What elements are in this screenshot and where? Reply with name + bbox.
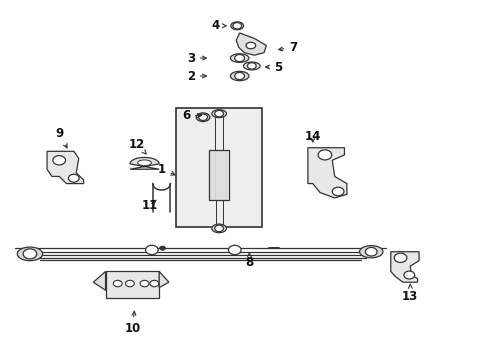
Ellipse shape	[211, 110, 226, 118]
Polygon shape	[236, 33, 266, 55]
Polygon shape	[390, 252, 418, 282]
Text: 2: 2	[186, 69, 206, 82]
Text: 1: 1	[157, 163, 175, 176]
Text: 7: 7	[278, 41, 297, 54]
Circle shape	[159, 246, 165, 250]
Ellipse shape	[17, 247, 42, 261]
Ellipse shape	[230, 22, 243, 30]
Ellipse shape	[245, 42, 255, 49]
Circle shape	[331, 187, 343, 196]
Text: 8: 8	[245, 253, 253, 269]
Ellipse shape	[211, 224, 226, 233]
Bar	[209, 149, 228, 200]
Polygon shape	[47, 151, 83, 184]
Ellipse shape	[230, 54, 248, 62]
Circle shape	[318, 150, 331, 160]
Circle shape	[198, 114, 207, 121]
Text: 3: 3	[186, 51, 206, 64]
Polygon shape	[159, 271, 168, 288]
Circle shape	[232, 23, 241, 29]
Circle shape	[68, 174, 79, 182]
Ellipse shape	[359, 246, 382, 258]
Bar	[105, 271, 159, 298]
Circle shape	[23, 249, 37, 259]
Ellipse shape	[196, 113, 209, 122]
Text: 10: 10	[124, 311, 140, 335]
Text: 12: 12	[129, 138, 146, 154]
Circle shape	[234, 72, 244, 80]
Circle shape	[125, 280, 134, 287]
Text: 11: 11	[141, 199, 157, 212]
Polygon shape	[130, 157, 159, 169]
Text: 14: 14	[304, 130, 320, 144]
Circle shape	[228, 245, 241, 255]
Circle shape	[393, 253, 406, 262]
Ellipse shape	[243, 62, 260, 70]
Text: 9: 9	[55, 127, 67, 148]
Ellipse shape	[138, 160, 151, 166]
Circle shape	[145, 245, 158, 255]
Circle shape	[403, 271, 414, 279]
Text: 13: 13	[401, 284, 418, 303]
Text: 5: 5	[265, 60, 282, 73]
Text: 6: 6	[182, 109, 201, 122]
Circle shape	[140, 280, 149, 287]
Circle shape	[150, 280, 158, 287]
Bar	[176, 108, 261, 226]
Circle shape	[247, 63, 256, 69]
Circle shape	[214, 111, 223, 117]
Circle shape	[214, 225, 223, 231]
Circle shape	[113, 280, 122, 287]
Polygon shape	[93, 271, 105, 290]
Circle shape	[234, 54, 244, 62]
Ellipse shape	[230, 71, 248, 81]
Circle shape	[53, 156, 65, 165]
Circle shape	[365, 247, 376, 256]
Polygon shape	[307, 148, 346, 198]
Text: 4: 4	[211, 19, 226, 32]
